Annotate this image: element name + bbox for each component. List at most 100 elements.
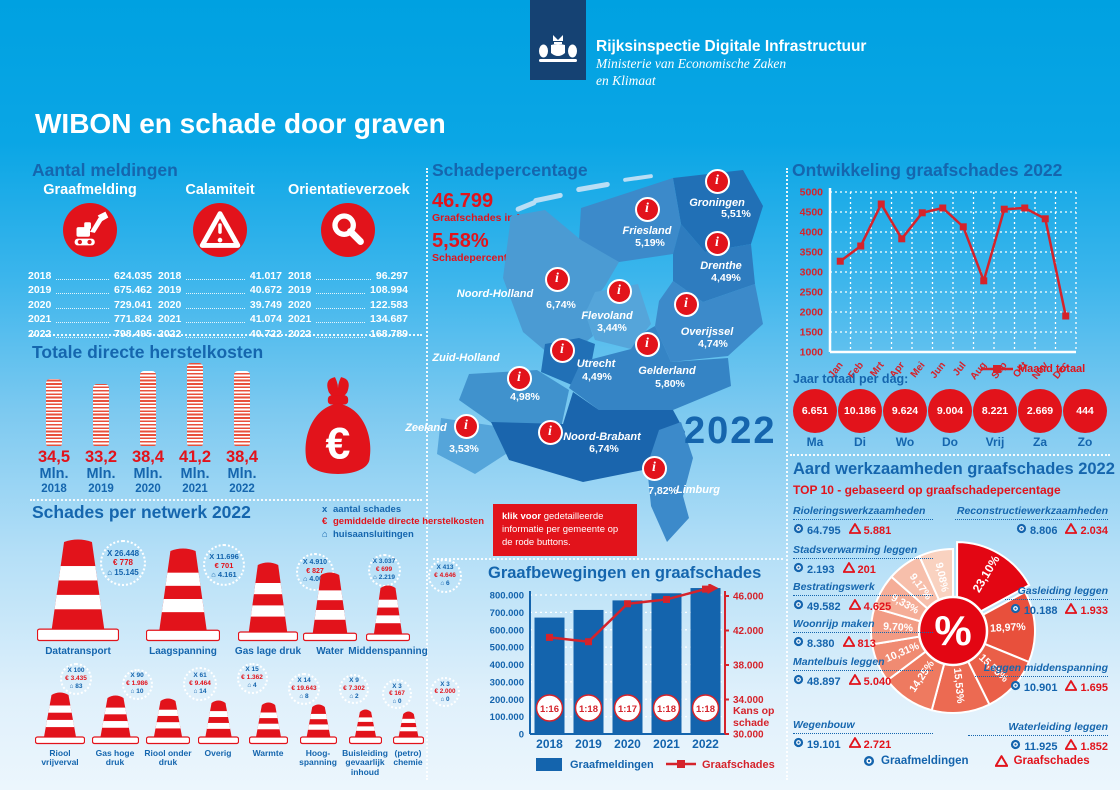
svg-text:1:18: 1:18: [696, 704, 715, 715]
info-button-zuid-holland[interactable]: i: [506, 365, 532, 391]
table-row: 2018 41.017: [158, 270, 282, 282]
info-button-flevoland[interactable]: i: [606, 278, 632, 304]
svg-text:800.000: 800.000: [490, 591, 524, 602]
info-button-gelderland[interactable]: i: [634, 331, 660, 357]
svg-text:0: 0: [519, 730, 524, 741]
row-value: 624.035: [114, 270, 152, 282]
kans-badge: [691, 694, 720, 722]
cost-value: 41,2: [178, 448, 212, 466]
svg-text:2019: 2019: [575, 737, 602, 751]
divider: [30, 499, 422, 501]
row-value: 41.074: [249, 313, 282, 326]
herstelkosten-item: 38,4 Mln. 2022: [219, 362, 265, 495]
info-button-friesland[interactable]: i: [634, 196, 660, 222]
province-label: Utrecht: [576, 358, 616, 370]
row-value: 40.722: [249, 327, 282, 340]
svg-text:2018: 2018: [536, 737, 563, 751]
data-point: [898, 235, 906, 243]
row-year: 2021: [158, 313, 182, 326]
row-year: 2022: [288, 327, 312, 340]
data-point: [939, 204, 947, 212]
info-button-overijssel[interactable]: i: [673, 291, 699, 317]
svg-text:Graafschades: Graafschades: [702, 759, 775, 771]
info-button-noord-brabant[interactable]: i: [537, 419, 563, 445]
government-wordmark: Rijksinspectie Digitale Infrastructuur M…: [596, 37, 866, 90]
row-year: 2018: [288, 270, 312, 282]
province-label: Flevoland: [581, 310, 633, 322]
aard-legend: Graafmeldingen Graafschades: [863, 755, 1090, 767]
section-title-aard: Aard werkzaamheden graafschades 2022: [793, 460, 1115, 478]
cost-unit: Mln.: [133, 465, 163, 482]
cost-value: 34,5: [37, 448, 71, 466]
svg-text:38.000: 38.000: [733, 661, 764, 672]
row-value: 798.495: [114, 327, 152, 340]
coin-stack: [93, 384, 109, 446]
table-row: 2022 168.789: [288, 328, 408, 340]
day-total: 9.624 Wo: [883, 389, 927, 449]
cost-year: 2022: [229, 482, 255, 495]
melding-table: 2018 96.297 2019 108.994 2020 122.583 2021 134.…: [288, 270, 408, 340]
row-year: 2019: [158, 284, 182, 297]
province-percentage: 5,51%: [721, 208, 751, 220]
info-button-noord-holland[interactable]: i: [544, 266, 570, 292]
pie-slice-label: 18,97%: [990, 621, 1027, 635]
info-button-utrecht[interactable]: i: [549, 337, 575, 363]
stat-schadepercentage-nl: 5,58%: [432, 230, 489, 252]
table-row: 2021 41.074: [158, 313, 282, 325]
cost-value: 38,4: [225, 448, 259, 466]
province-label: Noord-Brabant: [563, 431, 641, 443]
divider: [786, 168, 788, 780]
row-value: 40.672: [249, 284, 282, 297]
warning-triangle-icon: [158, 203, 282, 262]
jaar-totaal-title: Jaar totaal per dag:: [793, 372, 909, 386]
day-total-value: 6.651: [793, 389, 837, 433]
info-button-groningen[interactable]: i: [704, 168, 730, 194]
row-year: 2019: [288, 284, 312, 297]
aard-subtitle: TOP 10 - gebaseerd op graafschadepercent…: [793, 483, 1061, 497]
info-button-drenthe[interactable]: i: [704, 230, 730, 256]
pie-slice-label: 9,70%: [883, 620, 914, 634]
province-label: Noord-Holland: [456, 288, 534, 300]
svg-text:1500: 1500: [800, 327, 824, 339]
netwerk-legend-item: x aantal schades: [322, 504, 402, 515]
herstelkosten-item: 34,5 Mln. 2018: [31, 362, 77, 495]
svg-text:4000: 4000: [800, 227, 824, 239]
svg-text:schade: schade: [733, 717, 769, 729]
table-row: 2022 798.495: [28, 328, 152, 340]
euro-symbol: €: [326, 418, 351, 468]
day-label: Do: [942, 435, 958, 449]
cost-year: 2018: [41, 482, 67, 495]
cost-unit: Mln.: [180, 465, 210, 482]
netwerk-legend-item: € gemiddelde directe herstelkosten: [322, 516, 484, 528]
row-year: 2022: [158, 327, 182, 340]
row-year: 2019: [28, 284, 52, 297]
pie-chart: 23,10% 18,97% 15,55% 15,53% 14,25% 10,31% 9,70…: [853, 531, 1053, 736]
province-zuid-holland: [459, 370, 569, 428]
svg-text:Mei: Mei: [909, 360, 928, 380]
province-percentage: 3,53%: [449, 443, 479, 455]
row-value: 39.749: [249, 298, 282, 311]
day-total-value: 2.669: [1018, 389, 1062, 433]
province-percentage: 5,19%: [635, 237, 665, 249]
info-button-zeeland[interactable]: i: [453, 413, 479, 439]
svg-text:300.000: 300.000: [490, 677, 524, 688]
svg-text:46.000: 46.000: [733, 592, 764, 603]
data-point: [918, 209, 926, 217]
cost-unit: Mln.: [86, 465, 116, 482]
info-button-limburg[interactable]: i: [641, 455, 667, 481]
row-value: 771.824: [114, 313, 152, 326]
data-point: [980, 277, 988, 285]
day-total-value: 444: [1063, 389, 1107, 433]
province-noord-brabant: [491, 392, 685, 482]
province-label: Limburg: [676, 484, 720, 496]
svg-text:2500: 2500: [800, 287, 824, 299]
bar-chart: 0 100.000 200.000 300.000 400.000 500.000 600.…: [478, 583, 783, 789]
divider: [433, 558, 783, 560]
table-row: 2021 771.824: [28, 313, 152, 325]
svg-text:1:17: 1:17: [618, 704, 637, 715]
schades-triangle-icon: [994, 755, 1008, 767]
row-year: 2020: [28, 298, 52, 311]
netwerk-legend: x aantal schades € gemiddelde directe herst…: [322, 504, 484, 541]
svg-text:1:18: 1:18: [579, 704, 598, 715]
